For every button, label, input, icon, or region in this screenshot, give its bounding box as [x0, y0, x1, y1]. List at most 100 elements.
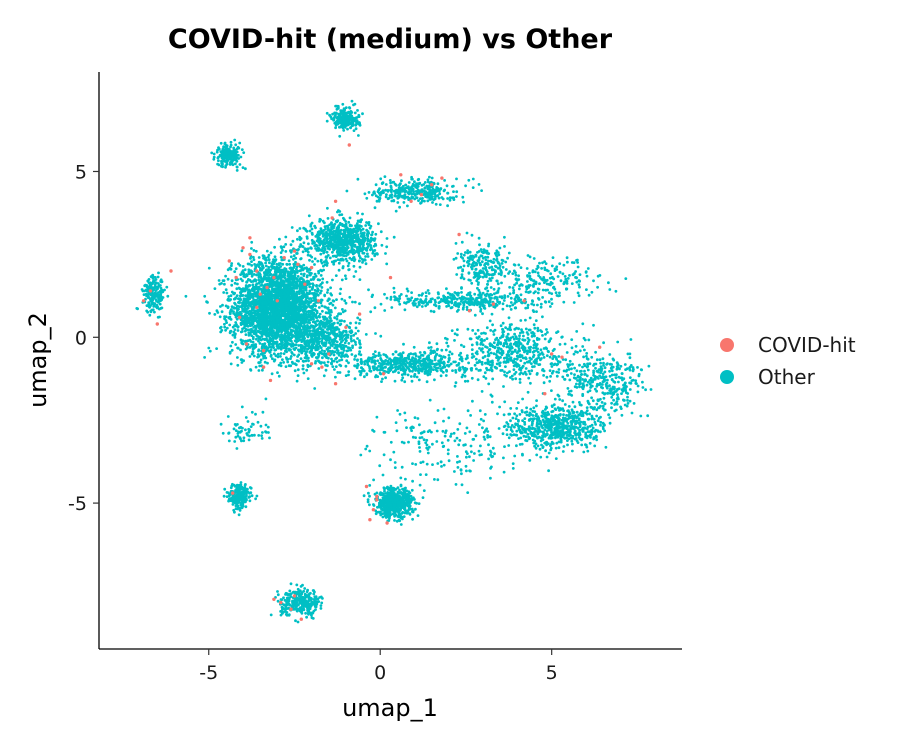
point-other: [336, 239, 340, 243]
point-other: [313, 297, 317, 300]
point-other: [325, 321, 329, 325]
point-other: [343, 299, 347, 303]
point-other: [338, 335, 342, 339]
point-other: [311, 334, 314, 337]
point-other: [290, 329, 294, 333]
point-other: [256, 290, 259, 294]
point-other: [271, 300, 275, 304]
point-other: [383, 309, 387, 312]
point-other: [217, 279, 221, 282]
point-other: [482, 300, 485, 304]
point-other: [305, 274, 309, 277]
point-other: [284, 365, 288, 368]
point-other: [348, 256, 352, 260]
point-other: [335, 298, 338, 301]
point-other: [224, 319, 228, 322]
point-other: [290, 271, 294, 275]
point-other: [274, 326, 278, 330]
point-other: [347, 342, 351, 345]
point-other: [272, 352, 276, 356]
point-other: [275, 329, 279, 333]
point-other: [373, 237, 377, 241]
point-other: [408, 369, 412, 372]
point-other: [319, 289, 323, 293]
point-other: [431, 362, 435, 366]
point-other: [505, 304, 509, 308]
point-other: [434, 362, 438, 366]
point-other: [305, 296, 308, 299]
point-other: [231, 340, 234, 344]
point-other: [306, 303, 310, 306]
point-other: [384, 376, 387, 380]
point-other: [348, 330, 352, 333]
point-other: [458, 296, 462, 300]
point-other: [342, 216, 345, 220]
point-other: [327, 311, 331, 315]
point-other: [343, 251, 347, 254]
point-other: [426, 369, 430, 373]
point-other: [358, 350, 361, 354]
point-other: [286, 287, 290, 291]
point-other: [347, 268, 351, 271]
point-other: [354, 239, 358, 243]
point-other: [387, 371, 390, 374]
point-other: [366, 233, 370, 236]
point-other: [284, 304, 288, 308]
point-other: [310, 299, 314, 303]
point-other: [388, 357, 391, 361]
point-other: [333, 332, 337, 335]
point-other: [296, 374, 300, 377]
point-other: [203, 356, 207, 359]
point-other: [297, 315, 301, 319]
point-other: [310, 347, 313, 351]
point-other: [340, 257, 344, 261]
point-other: [326, 206, 329, 210]
point-other: [414, 354, 418, 358]
point-other: [282, 320, 286, 324]
point-other: [348, 224, 352, 228]
point-other: [334, 365, 338, 368]
point-other: [310, 221, 314, 225]
point-other: [287, 364, 291, 368]
point-other: [334, 375, 337, 379]
point-other: [388, 366, 391, 370]
point-other: [321, 234, 325, 238]
point-other: [340, 358, 344, 362]
point-other: [304, 319, 308, 323]
point-other: [295, 359, 299, 362]
point-other: [269, 333, 272, 336]
point-other: [234, 343, 238, 346]
point-other: [310, 288, 314, 291]
point-other: [296, 296, 299, 299]
point-other: [333, 239, 337, 243]
point-other: [418, 351, 422, 354]
point-other: [226, 277, 230, 281]
point-other: [364, 255, 367, 258]
point-other: [308, 289, 312, 293]
point-other: [288, 275, 292, 279]
point-other: [263, 360, 267, 364]
point-other: [312, 352, 316, 356]
point-other: [248, 284, 252, 287]
point-other: [230, 264, 233, 268]
point-other: [314, 226, 317, 230]
point-other: [250, 274, 254, 278]
point-other: [312, 317, 315, 321]
point-other: [429, 346, 433, 349]
point-other: [351, 300, 354, 304]
point-other: [328, 341, 332, 345]
point-other: [353, 243, 357, 247]
point-other: [340, 278, 344, 282]
point-other: [393, 357, 396, 361]
point-other: [349, 321, 352, 325]
point-other: [401, 376, 405, 380]
point-other: [398, 353, 401, 357]
point-other: [271, 336, 275, 339]
point-other: [370, 233, 374, 237]
point-other: [277, 268, 281, 272]
point-other: [275, 321, 279, 324]
point-other: [436, 291, 440, 294]
point-other: [245, 280, 249, 284]
point-other: [250, 272, 254, 276]
point-other: [443, 365, 446, 369]
